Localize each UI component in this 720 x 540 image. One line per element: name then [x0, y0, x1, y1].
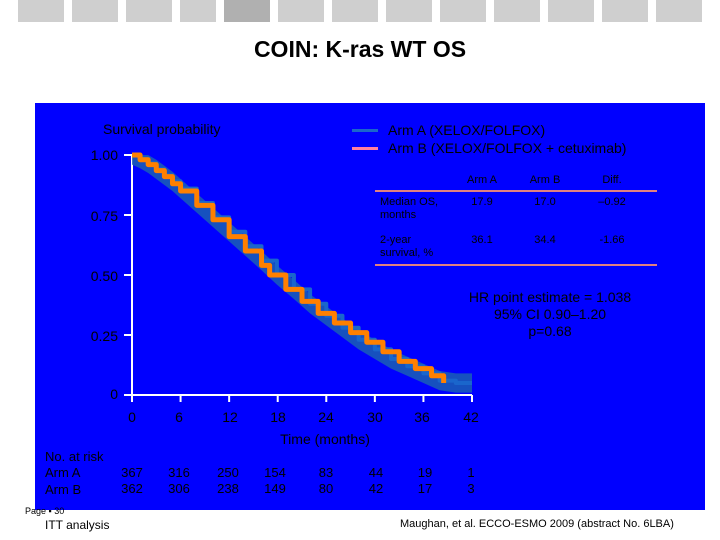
x-tick-label: 6 [175, 409, 183, 425]
at-risk-value: 238 [217, 481, 239, 496]
reference: Maughan, et al. ECCO-ESMO 2009 (abstract… [400, 518, 674, 530]
legend-item-arm-b: Arm B (XELOX/FOLFOX + cetuximab) [352, 139, 626, 157]
x-tick-label: 0 [128, 409, 136, 425]
arm-a-ci-band [132, 155, 472, 393]
table-row-label: Median OS, months [380, 196, 438, 222]
table-header: Arm A [467, 174, 497, 186]
at-risk-value: 250 [217, 465, 239, 480]
legend-swatch-arm-b [352, 146, 378, 150]
row-label-line: Median OS, [380, 196, 439, 208]
y-tick-label: 1.00 [90, 147, 118, 163]
y-tick-label: 0.25 [90, 328, 118, 344]
hr-pvalue: p=0.68 [528, 323, 572, 339]
row-label-line: 2-year [380, 234, 412, 246]
at-risk-value: 17 [417, 481, 433, 496]
slide-header-bar [0, 0, 720, 22]
table-cell: -1.66 [599, 234, 625, 246]
at-risk-row-label: Arm B [45, 482, 82, 497]
at-risk-value: 149 [264, 481, 286, 496]
at-risk-value: 19 [417, 465, 433, 480]
at-risk-value: 154 [264, 465, 286, 480]
at-risk-value: 80 [318, 481, 334, 496]
legend-swatch-arm-a [352, 128, 378, 132]
table-row-label: 2-year survival, % [380, 234, 433, 260]
series-line-arm-b [132, 152, 447, 383]
table-rule [375, 264, 657, 266]
stats-table: Arm A Arm B Diff. Median OS, months 17.9… [375, 168, 657, 266]
x-tick-label: 36 [414, 409, 430, 425]
hr-estimate: HR point estimate = 1.038 [468, 289, 632, 305]
x-tick-label: 30 [367, 409, 383, 425]
y-tick-label: 0 [110, 386, 118, 402]
at-risk-row-label: Arm A [45, 465, 81, 480]
hr-ci: 95% CI 0.90–1.20 [493, 306, 607, 322]
table-header: Diff. [602, 174, 622, 186]
survival-curves [132, 152, 472, 385]
at-risk-value: 44 [368, 465, 384, 480]
at-risk-value: 316 [168, 465, 190, 480]
x-tick-label: 18 [270, 409, 286, 425]
plot-axes [124, 154, 473, 402]
legend: Arm A (XELOX/FOLFOX) Arm B (XELOX/FOLFOX… [352, 121, 626, 157]
legend-label: Arm B (XELOX/FOLFOX + cetuximab) [388, 140, 627, 156]
table-rule [375, 190, 657, 192]
legend-item-arm-a: Arm A (XELOX/FOLFOX) [352, 121, 626, 139]
x-tick-label: 12 [222, 409, 238, 425]
confidence-bands [132, 155, 472, 393]
x-tick-label: 42 [463, 409, 479, 425]
page-number: Page ▪ 30 [25, 506, 65, 516]
table-header: Arm B [529, 174, 561, 186]
at-risk-value: 362 [121, 481, 143, 496]
table-cell: –0.92 [598, 196, 626, 208]
hazard-ratio-note: HR point estimate = 1.038 95% CI 0.90–1.… [440, 289, 660, 340]
row-label-line: survival, % [380, 247, 434, 259]
at-risk-value: 367 [121, 465, 143, 480]
y-tick-label: 0.75 [90, 208, 118, 224]
y-axis-title: Survival probability [103, 121, 221, 137]
x-axis-title: Time (months) [280, 431, 370, 447]
table-cell: 34.4 [534, 234, 556, 246]
at-risk-value: 83 [318, 465, 334, 480]
table-cell: 17.0 [534, 196, 556, 208]
row-label-line: months [380, 209, 417, 221]
legend-label: Arm A (XELOX/FOLFOX) [388, 122, 546, 138]
at-risk-value: 306 [168, 481, 190, 496]
x-tick-label: 24 [318, 409, 334, 425]
at-risk-title: No. at risk [45, 449, 104, 464]
at-risk-value: 3 [467, 481, 475, 496]
y-tick-label: 0.50 [90, 268, 118, 284]
at-risk-value: 1 [467, 465, 475, 480]
slide-title: COIN: K-ras WT OS [253, 36, 467, 62]
table-cell: 36.1 [471, 234, 493, 246]
at-risk-value: 42 [368, 481, 384, 496]
itt-note: ITT analysis [45, 518, 110, 532]
table-cell: 17.9 [471, 196, 493, 208]
